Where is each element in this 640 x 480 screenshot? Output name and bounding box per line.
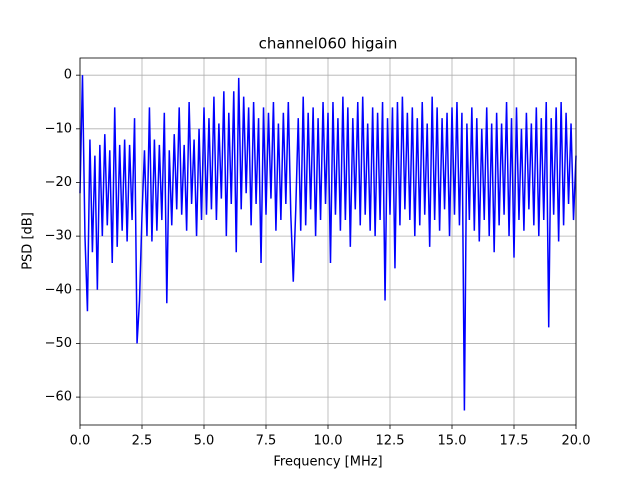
x-tick-label: 10.0 — [314, 434, 343, 449]
x-tick-label: 17.5 — [500, 434, 529, 449]
x-tick-label: 20.0 — [562, 434, 591, 449]
x-tick-label: 12.5 — [376, 434, 405, 449]
y-tick-label: −50 — [45, 336, 72, 351]
y-tick-label: −30 — [45, 229, 72, 244]
y-axis-label: PSD [dB] — [21, 212, 36, 270]
y-tick-label: −60 — [45, 390, 72, 405]
plot-frame — [79, 57, 577, 426]
x-tick-label: 2.5 — [132, 434, 153, 449]
x-tick-label: 7.5 — [256, 434, 277, 449]
data-line — [79, 75, 577, 411]
y-tick-label: −40 — [45, 282, 72, 297]
y-tick-label: −20 — [45, 175, 72, 190]
chart-title: channel060 higain — [259, 35, 398, 53]
y-tick-label: 0 — [64, 68, 72, 83]
x-tick-label: 15.0 — [438, 434, 467, 449]
x-tick-label: 0.0 — [70, 434, 91, 449]
x-axis-label: Frequency [MHz] — [273, 455, 382, 470]
y-tick-label: −10 — [45, 121, 72, 136]
x-tick-label: 5.0 — [194, 434, 215, 449]
